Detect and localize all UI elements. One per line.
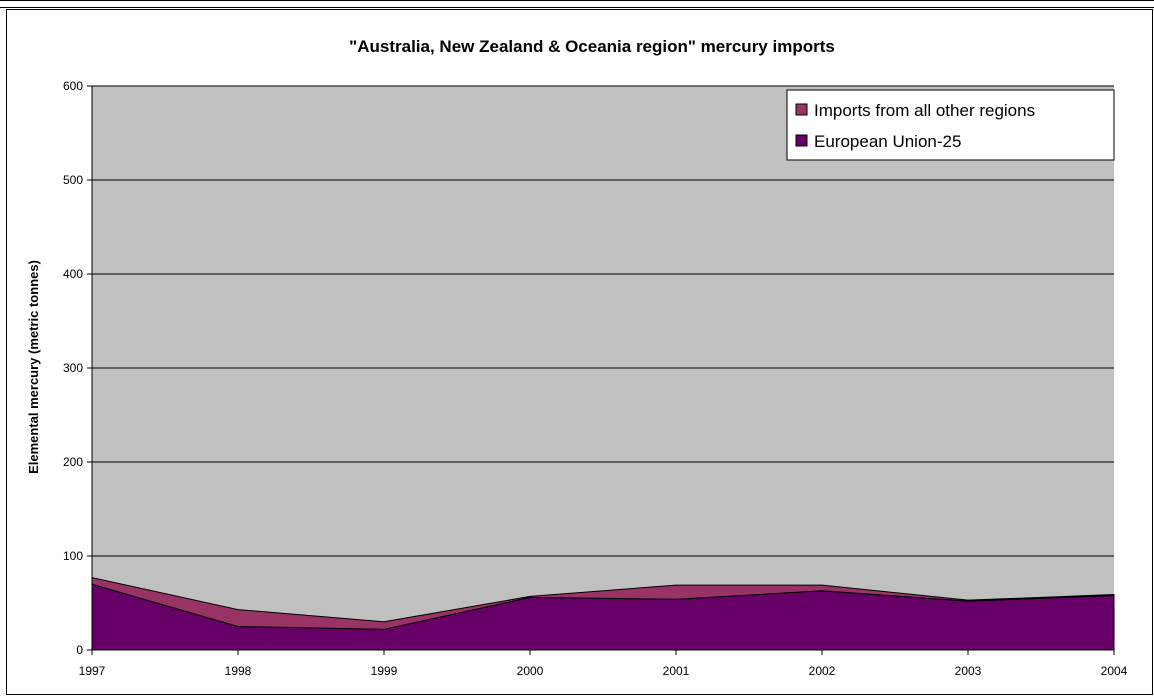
y-tick-label: 200 — [63, 455, 83, 469]
y-axis-label: Elemental mercury (metric tonnes) — [26, 260, 41, 474]
x-tick-label: 2001 — [663, 664, 690, 678]
chart-title: "Australia, New Zealand & Oceania region… — [349, 37, 835, 56]
x-tick-label: 1997 — [79, 664, 106, 678]
x-tick-label: 2002 — [809, 664, 836, 678]
y-tick-label: 600 — [63, 79, 83, 93]
x-tick-label: 1999 — [371, 664, 398, 678]
x-tick-label: 2003 — [955, 664, 982, 678]
y-tick-label: 500 — [63, 173, 83, 187]
y-tick-label: 300 — [63, 361, 83, 375]
legend-label: Imports from all other regions — [814, 101, 1035, 120]
axes — [87, 85, 1115, 655]
y-tick-label: 0 — [76, 643, 83, 657]
x-tick-label: 1998 — [225, 664, 252, 678]
y-tick-labels: 0 100 200 300 400 500 600 — [63, 79, 83, 657]
gridlines — [92, 85, 1114, 557]
legend-label: European Union-25 — [814, 132, 961, 151]
legend-swatch — [795, 103, 808, 116]
area-imports-from-all-other-regions — [91, 577, 1115, 630]
x-tick-labels: 1997 1998 1999 2000 2001 2002 2003 2004 — [79, 664, 1128, 678]
x-tick-label: 2004 — [1101, 664, 1128, 678]
y-tick-label: 400 — [63, 267, 83, 281]
legend-swatch — [795, 134, 808, 147]
top-frame-rule — [0, 0, 1154, 8]
legend-box — [786, 89, 1115, 161]
legend: Imports from all other regions European U… — [786, 89, 1115, 161]
y-tick-label: 100 — [63, 549, 83, 563]
x-tick-label: 2000 — [517, 664, 544, 678]
